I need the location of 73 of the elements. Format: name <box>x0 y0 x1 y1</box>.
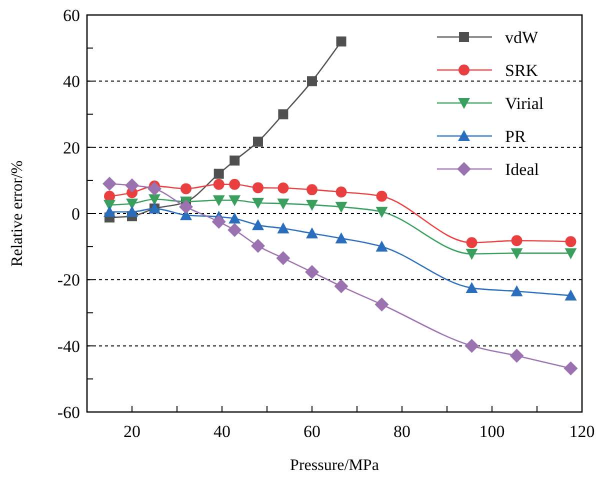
point <box>148 182 162 196</box>
point <box>251 238 265 253</box>
point <box>278 109 288 120</box>
point <box>376 206 388 218</box>
point <box>306 200 318 211</box>
point <box>212 195 225 206</box>
point <box>228 195 241 206</box>
x-tick-label: 80 <box>394 422 410 441</box>
point <box>564 248 577 260</box>
point <box>253 136 263 147</box>
point <box>102 176 116 191</box>
point <box>306 184 318 196</box>
point <box>305 265 319 280</box>
y-tick-label: 20 <box>63 138 80 158</box>
y-tick-label: -20 <box>57 270 80 290</box>
y-tick-label: 40 <box>63 72 80 92</box>
legend-label: SRK <box>505 61 539 80</box>
point <box>376 240 388 252</box>
point <box>511 235 522 246</box>
point <box>278 182 289 194</box>
point <box>252 182 264 194</box>
point <box>212 214 226 229</box>
y-tick-label: 0 <box>72 204 80 224</box>
point <box>374 297 389 312</box>
point <box>229 178 240 190</box>
x-tick-label: 120 <box>569 422 595 441</box>
y-tick-label: -40 <box>57 336 80 356</box>
x-tick-label: 60 <box>304 422 320 441</box>
point <box>277 222 290 234</box>
point <box>335 232 348 244</box>
point <box>466 282 478 293</box>
x-tick-label: 20 <box>124 422 140 441</box>
point <box>213 178 224 190</box>
y-tick-label: -60 <box>57 403 80 422</box>
legend-label: vdW <box>505 28 539 47</box>
point <box>214 168 224 179</box>
x-axis-title: Pressure/MPa <box>290 457 379 474</box>
point <box>307 76 317 86</box>
point <box>180 183 192 194</box>
y-tick-label: 60 <box>63 6 80 25</box>
point <box>228 212 241 224</box>
point <box>466 237 478 248</box>
x-tick-label: 40 <box>214 422 230 441</box>
legend-label: PR <box>505 127 526 146</box>
point <box>276 251 290 266</box>
point <box>125 178 139 192</box>
point <box>564 361 578 376</box>
point <box>179 200 193 214</box>
point <box>336 186 347 198</box>
point <box>565 236 576 248</box>
point <box>510 285 523 296</box>
point <box>228 223 242 238</box>
point <box>335 202 348 213</box>
point <box>104 206 116 217</box>
y-axis-title: Relative error/% <box>9 160 26 267</box>
legend-label: Virial <box>505 94 544 113</box>
point <box>252 219 264 230</box>
point <box>376 190 388 202</box>
point <box>466 248 478 260</box>
x-tick-label: 100 <box>479 422 505 441</box>
point <box>510 348 524 363</box>
point <box>252 198 264 209</box>
point <box>510 248 523 260</box>
point <box>334 279 348 294</box>
point <box>464 338 479 353</box>
point <box>564 290 577 301</box>
legend-label: Ideal <box>505 160 540 179</box>
point <box>148 194 160 206</box>
point <box>126 206 138 217</box>
point <box>230 156 240 166</box>
point <box>306 227 318 238</box>
point <box>277 198 290 210</box>
point <box>336 36 346 46</box>
